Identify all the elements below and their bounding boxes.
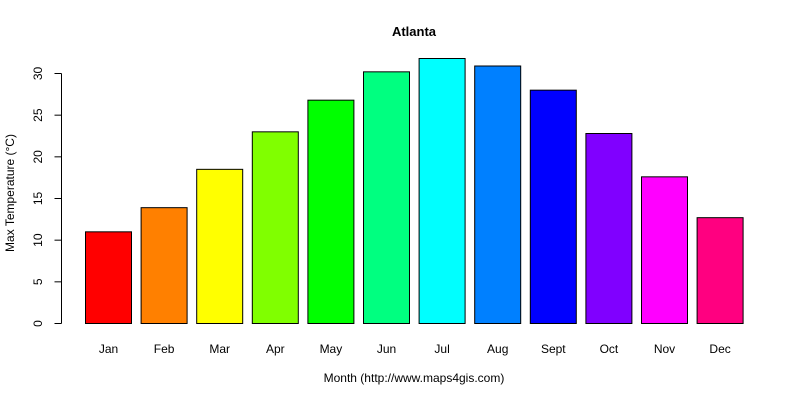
bar-feb xyxy=(140,207,188,324)
y-tick-label: 10 xyxy=(31,233,45,247)
chart-title: Atlanta xyxy=(392,24,437,39)
y-tick-label: 30 xyxy=(31,67,45,81)
y-tick-label: 0 xyxy=(31,320,45,327)
bar-jan xyxy=(85,231,132,324)
bar-apr xyxy=(251,131,299,324)
bar-aug xyxy=(474,65,522,324)
x-tick-label: Apr xyxy=(266,342,285,356)
x-tick-labels: Jan Feb Mar Apr May Jun Jul Aug Sept Oct Nov Dec xyxy=(99,342,731,356)
bar-may xyxy=(307,99,355,324)
y-tick-label: 25 xyxy=(31,108,45,122)
x-tick-label: May xyxy=(320,342,343,356)
y-axis-label: Max Temperature (°C) xyxy=(3,134,17,252)
y-ticks: 0 5 10 15 20 25 30 xyxy=(31,67,62,327)
bar-dec xyxy=(696,217,744,324)
y-tick-label: 15 xyxy=(31,192,45,206)
x-tick-label: Aug xyxy=(487,342,508,356)
x-tick-label: Mar xyxy=(209,342,230,356)
x-tick-label: Sept xyxy=(541,342,566,356)
bar-nov xyxy=(641,176,688,324)
y-tick-label: 20 xyxy=(31,150,45,164)
bar-sept xyxy=(529,89,577,324)
y-tick-label: 5 xyxy=(31,278,45,285)
bars xyxy=(85,58,744,325)
bar-oct xyxy=(585,133,633,324)
x-tick-label: Jul xyxy=(434,342,449,356)
x-tick-label: Jan xyxy=(99,342,118,356)
x-axis-label: Month (http://www.maps4gis.com) xyxy=(324,371,505,385)
x-tick-label: Feb xyxy=(154,342,175,356)
x-tick-label: Jun xyxy=(377,342,396,356)
bar-jun xyxy=(363,71,410,325)
bar-mar xyxy=(196,168,244,324)
bar-jul xyxy=(418,58,466,324)
x-tick-label: Oct xyxy=(600,342,619,356)
x-tick-label: Nov xyxy=(654,342,675,356)
y-axis: 0 5 10 15 20 25 30 xyxy=(31,67,62,327)
x-tick-label: Dec xyxy=(709,342,730,356)
